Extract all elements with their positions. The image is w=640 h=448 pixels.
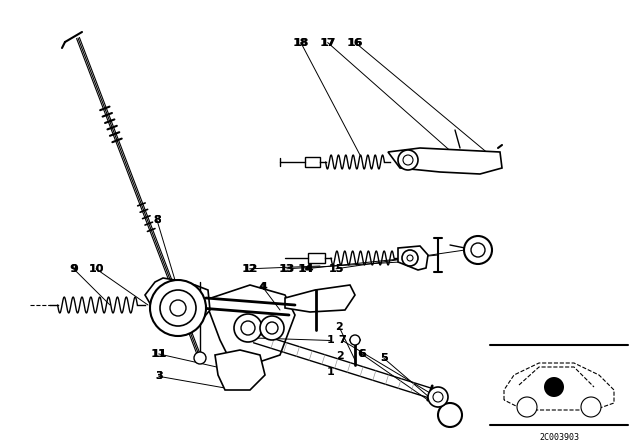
Polygon shape xyxy=(145,278,210,325)
Circle shape xyxy=(241,321,255,335)
Text: 10: 10 xyxy=(88,264,104,274)
Text: 17: 17 xyxy=(320,38,335,47)
Text: 1: 1 xyxy=(327,367,335,377)
Text: 15: 15 xyxy=(328,264,344,274)
Text: 14: 14 xyxy=(298,264,314,274)
Text: 4: 4 xyxy=(259,282,267,292)
Polygon shape xyxy=(308,253,325,263)
Circle shape xyxy=(471,243,485,257)
Polygon shape xyxy=(305,157,320,167)
Circle shape xyxy=(398,150,418,170)
Text: 17: 17 xyxy=(320,38,336,48)
Text: 16: 16 xyxy=(347,38,363,48)
Text: 2: 2 xyxy=(335,322,343,332)
Polygon shape xyxy=(285,285,355,312)
Circle shape xyxy=(260,316,284,340)
Circle shape xyxy=(544,377,564,397)
Text: 12: 12 xyxy=(242,264,257,274)
Text: 8: 8 xyxy=(153,215,161,225)
Text: 3: 3 xyxy=(155,371,163,381)
Text: 13: 13 xyxy=(279,264,294,274)
Circle shape xyxy=(433,392,443,402)
Text: 18: 18 xyxy=(293,38,308,47)
Circle shape xyxy=(266,322,278,334)
Text: 14: 14 xyxy=(298,264,313,274)
Text: 16: 16 xyxy=(348,38,363,47)
Circle shape xyxy=(150,280,206,336)
Text: 10: 10 xyxy=(88,264,104,274)
Text: 12: 12 xyxy=(243,264,258,274)
Text: 9: 9 xyxy=(70,264,78,274)
Text: 18: 18 xyxy=(293,38,308,48)
Polygon shape xyxy=(205,285,295,365)
Text: 2C003903: 2C003903 xyxy=(539,433,579,442)
Polygon shape xyxy=(388,148,502,174)
Circle shape xyxy=(350,335,360,345)
Circle shape xyxy=(581,397,601,417)
Text: 6: 6 xyxy=(358,349,366,359)
Circle shape xyxy=(160,290,196,326)
Text: 11: 11 xyxy=(151,349,166,359)
Text: 9: 9 xyxy=(70,264,77,274)
Text: 7: 7 xyxy=(338,335,346,345)
Text: 13: 13 xyxy=(279,264,294,274)
Text: 15: 15 xyxy=(328,264,344,274)
Text: 2: 2 xyxy=(336,351,344,361)
Text: 5: 5 xyxy=(380,353,388,363)
Circle shape xyxy=(170,300,186,316)
Circle shape xyxy=(407,255,413,261)
Circle shape xyxy=(194,352,206,364)
Polygon shape xyxy=(215,350,265,390)
Circle shape xyxy=(517,397,537,417)
Text: 5: 5 xyxy=(380,353,388,363)
Circle shape xyxy=(438,403,462,427)
Circle shape xyxy=(402,250,418,266)
Text: 7: 7 xyxy=(339,336,346,345)
Text: 8: 8 xyxy=(153,215,161,224)
Circle shape xyxy=(403,155,413,165)
Circle shape xyxy=(428,387,448,407)
Text: 1: 1 xyxy=(326,336,334,345)
Text: 11: 11 xyxy=(151,349,167,359)
Text: 3: 3 xyxy=(155,371,163,381)
Text: 4: 4 xyxy=(259,282,266,292)
Circle shape xyxy=(234,314,262,342)
Polygon shape xyxy=(398,246,428,270)
Circle shape xyxy=(464,236,492,264)
Text: 6: 6 xyxy=(358,349,365,359)
